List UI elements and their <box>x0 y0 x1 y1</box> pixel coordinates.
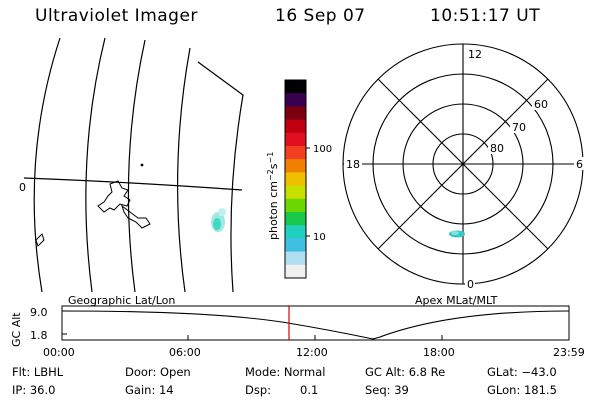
map-meridian <box>33 37 61 293</box>
map-meridian <box>176 47 191 293</box>
date-label: 16 Sep 07 <box>275 6 366 26</box>
mode-label: Mode: Normal <box>245 365 326 379</box>
mlt-12-label: 12 <box>468 48 482 61</box>
door-label: Door: Open <box>125 365 191 379</box>
time-label: 10:51:17 UT <box>430 6 541 26</box>
dsp-value: 0.1 <box>300 383 319 397</box>
aurora-spot <box>211 208 226 232</box>
label-bg <box>532 97 550 110</box>
colorbar-band <box>285 172 306 187</box>
ip-label: IP: 36.0 <box>12 383 56 397</box>
altitude-xtick: 23:59 <box>553 346 585 359</box>
seq-label: Seq: 39 <box>365 383 409 397</box>
apex-caption: Apex MLat/MLT <box>415 294 498 307</box>
colorbar-band <box>285 198 306 213</box>
colorbar-band <box>285 132 306 147</box>
label-bg <box>574 157 584 170</box>
colorbar-tick-100: 100 <box>313 144 332 155</box>
map-meridian <box>127 39 146 293</box>
altitude-xtick: 06:00 <box>169 346 201 359</box>
colorbar-band <box>285 185 306 200</box>
colorbar-band <box>285 225 306 239</box>
gain-label: Gain: 14 <box>125 383 174 397</box>
colorbar-tick-10: 10 <box>313 232 326 243</box>
geographic-caption: Geographic Lat/Lon <box>68 294 176 307</box>
label-bg <box>488 141 506 154</box>
colorbar-unit-label: photon cm−2s−1 <box>266 152 280 240</box>
mlt-6-label: 6 <box>576 158 583 171</box>
colorbar-band <box>285 93 306 107</box>
polar-aurora-core <box>451 231 459 235</box>
map-left-label: 0 <box>19 181 26 194</box>
altitude-frame <box>61 305 570 341</box>
glon-label: GLon: 181.5 <box>487 383 557 397</box>
map-coastline <box>35 233 45 247</box>
colorbar-band <box>285 146 306 160</box>
colorbar-frame <box>284 79 307 279</box>
label-bg <box>510 120 528 133</box>
mlt-18-label: 18 <box>346 158 360 171</box>
colorbar-band <box>285 264 306 279</box>
lat-80-label: 80 <box>490 142 504 155</box>
colorbar-band <box>285 159 306 173</box>
map-marker <box>140 163 144 167</box>
label-bg <box>466 47 484 60</box>
dsp-label: Dsp: <box>245 383 272 397</box>
label-bg <box>465 277 475 290</box>
map-parallel <box>23 177 243 191</box>
lat-70-label: 70 <box>512 121 526 134</box>
gc-alt-label: GC Alt: 6.8 Re <box>365 365 446 379</box>
instrument-title: Ultraviolet Imager <box>35 6 198 26</box>
mlt-0-label: 0 <box>467 278 474 291</box>
map-coastline <box>97 180 131 213</box>
colorbar-band <box>285 119 306 134</box>
colorbar-band <box>285 251 306 266</box>
label-bg <box>344 157 362 170</box>
colorbar-band <box>285 212 306 226</box>
altitude-ytick-top: 9.0 <box>30 306 48 319</box>
altitude-xtick: 18:00 <box>423 346 455 359</box>
map-coastline <box>121 204 151 229</box>
colorbar-band <box>285 80 306 94</box>
altitude-ylabel: GC Alt <box>10 312 23 347</box>
colorbar-bands <box>285 80 306 279</box>
altitude-ytick-bottom: 1.8 <box>30 329 48 342</box>
polar-diagonal <box>377 78 549 250</box>
lat-60-label: 60 <box>534 98 548 111</box>
colorbar-band <box>285 106 306 121</box>
map-meridian <box>85 37 106 293</box>
filter-label: Flt: LBHL <box>12 365 64 379</box>
map-meridian <box>197 61 244 293</box>
colorbar-band <box>285 238 306 253</box>
altitude-xtick: 12:00 <box>296 346 328 359</box>
altitude-curve <box>61 310 570 340</box>
glat-label: GLat: −43.0 <box>487 365 557 379</box>
altitude-xtick: 00:00 <box>43 346 75 359</box>
